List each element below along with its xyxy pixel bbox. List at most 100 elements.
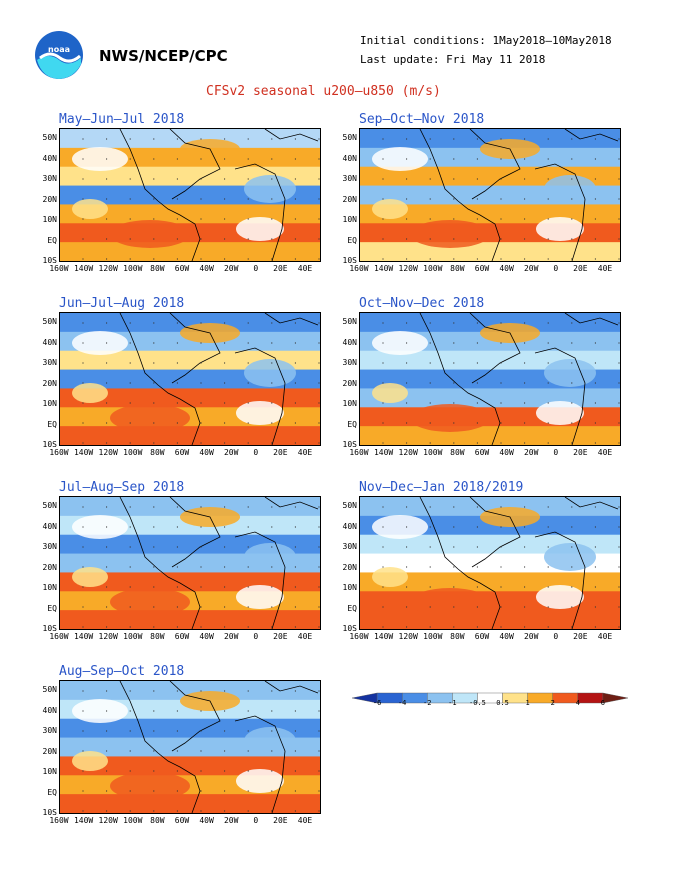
lat-tick-label: 30N [42, 726, 57, 735]
colorbar-tick-label: -1 [448, 699, 457, 707]
lat-tick-label: 30N [342, 174, 357, 183]
lon-tick-label: 100W [123, 816, 143, 825]
lat-tick-label: 40N [42, 705, 57, 715]
lon-tick-label: 20W [523, 632, 539, 641]
panel-title: Nov–Dec–Jan 2018/2019 [359, 480, 524, 495]
lat-tick-label: 10N [342, 583, 357, 592]
anomaly-map [359, 312, 621, 446]
lat-tick-label: 10S [42, 808, 57, 817]
lat-tick-label: 10N [342, 399, 357, 408]
lat-tick-label: 20N [342, 194, 357, 204]
lat-tick-label: 20N [42, 562, 57, 572]
panel-title: Jun–Jul–Aug 2018 [59, 296, 185, 311]
lon-tick-label: 20E [573, 632, 588, 641]
lat-tick-label: 40N [342, 153, 357, 163]
lat-tick-label: EQ [347, 419, 357, 429]
lon-tick-label: 0 [553, 448, 559, 457]
lat-tick-label: 20N [42, 194, 57, 204]
lon-tick-label: 80W [450, 264, 465, 273]
lon-tick-label: 140W [73, 448, 94, 457]
lon-tick-label: 0 [253, 816, 259, 825]
lon-tick-label: 40E [597, 632, 613, 641]
lon-tick-label: 60W [174, 632, 190, 641]
lon-tick-label: 40W [199, 816, 214, 825]
lat-tick-label: 50N [42, 501, 57, 510]
lon-tick-label: 120W [98, 264, 118, 273]
colorbar-tick-label: 1 [525, 699, 530, 707]
colorbar-tick-label: -6 [372, 699, 382, 707]
lon-tick-label: 100W [423, 448, 443, 457]
lon-tick-label: 40W [499, 448, 514, 457]
lat-tick-label: 10N [42, 583, 57, 592]
lat-tick-label: 10S [342, 256, 357, 265]
lat-tick-label: 50N [42, 133, 57, 142]
lat-tick-label: 10S [42, 440, 57, 449]
lon-tick-label: 40W [199, 264, 214, 273]
lon-tick-label: 40W [499, 264, 514, 273]
lon-tick-label: 100W [423, 264, 443, 273]
lon-tick-label: 40E [297, 448, 313, 457]
lon-tick-label: 160W [49, 264, 69, 273]
lat-tick-label: EQ [347, 235, 357, 245]
lat-tick-label: 50N [342, 317, 357, 326]
lat-tick-label: 30N [42, 358, 57, 367]
lon-tick-label: 140W [373, 448, 394, 457]
lat-tick-label: 10N [42, 215, 57, 224]
lon-tick-label: 100W [123, 448, 143, 457]
lon-tick-label: 120W [398, 632, 418, 641]
lon-tick-label: 100W [423, 632, 443, 641]
lat-tick-label: 40N [42, 153, 57, 163]
lat-tick-label: 30N [42, 174, 57, 183]
lon-tick-label: 160W [49, 448, 69, 457]
lon-tick-label: 20E [273, 816, 288, 825]
lat-tick-label: EQ [47, 235, 57, 245]
lat-tick-label: 50N [42, 317, 57, 326]
panel-title: Sep–Oct–Nov 2018 [359, 112, 485, 127]
lon-tick-label: 20W [523, 264, 539, 273]
lat-tick-label: 30N [342, 358, 357, 367]
panel-title: Jul–Aug–Sep 2018 [59, 480, 185, 495]
colorbar-tick-label: 0.5 [496, 699, 509, 707]
lon-tick-label: 140W [73, 816, 94, 825]
lon-tick-label: 60W [174, 448, 190, 457]
lon-tick-label: 20W [223, 632, 239, 641]
lat-tick-label: 10S [42, 256, 57, 265]
lon-tick-label: 120W [98, 632, 118, 641]
colorbar-tick-label: -2 [423, 699, 432, 707]
lon-tick-label: 120W [398, 264, 418, 273]
lat-tick-label: 40N [42, 337, 57, 347]
lon-tick-label: 60W [474, 632, 490, 641]
lon-tick-label: 20E [273, 264, 288, 273]
lat-tick-label: 20N [342, 562, 357, 572]
lat-tick-label: EQ [47, 787, 57, 797]
lon-tick-label: 140W [73, 632, 94, 641]
lon-tick-label: 40E [597, 264, 613, 273]
lat-tick-label: EQ [347, 603, 357, 613]
lon-tick-label: 40E [597, 448, 613, 457]
lat-tick-label: 40N [342, 521, 357, 531]
lon-tick-label: 80W [150, 264, 165, 273]
colorbar-tick-label: 2 [550, 699, 555, 707]
org-title: NWS/NCEP/CPC [99, 47, 228, 65]
lon-tick-label: 40W [499, 632, 514, 641]
lon-tick-label: 160W [49, 816, 69, 825]
lon-tick-label: 120W [98, 816, 118, 825]
lat-tick-label: EQ [47, 419, 57, 429]
lon-tick-label: 0 [553, 632, 559, 641]
lon-tick-label: 120W [398, 448, 418, 457]
colorbar: -6 -4 -2 -1 -0.5 0.5 1 2 4 6 [351, 689, 629, 711]
lat-tick-label: 10S [342, 624, 357, 633]
lon-tick-label: 160W [49, 632, 69, 641]
anomaly-map [59, 128, 321, 262]
lon-tick-label: 80W [150, 448, 165, 457]
lon-tick-label: 20W [223, 448, 239, 457]
lat-tick-label: 40N [342, 337, 357, 347]
lat-tick-label: 10S [342, 440, 357, 449]
last-update: Last update: Fri May 11 2018 [360, 53, 546, 66]
lon-tick-label: 60W [174, 264, 190, 273]
anomaly-map [59, 680, 321, 814]
lat-tick-label: 10S [42, 624, 57, 633]
lon-tick-label: 60W [474, 448, 490, 457]
lon-tick-label: 20W [523, 448, 539, 457]
lon-tick-label: 40W [199, 448, 214, 457]
